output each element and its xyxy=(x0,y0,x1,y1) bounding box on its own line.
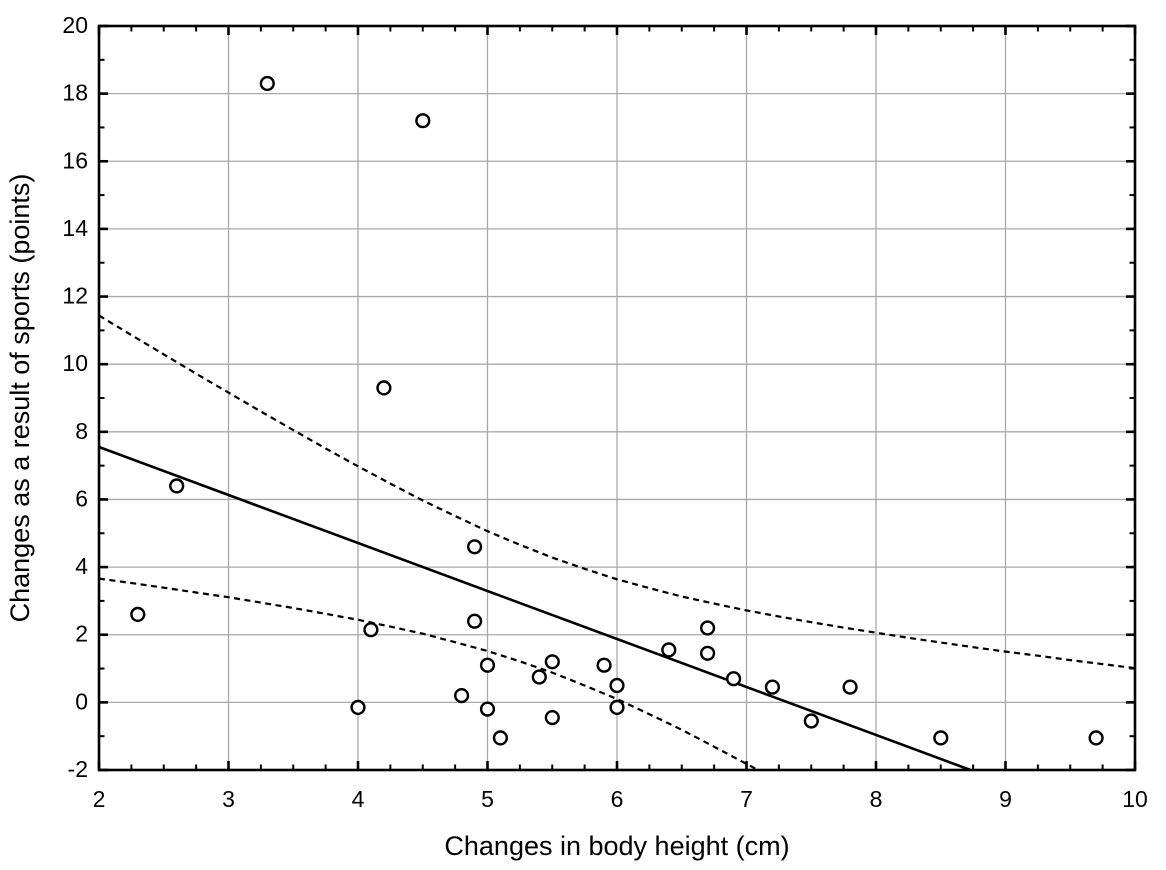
data-point xyxy=(415,113,431,129)
data-point xyxy=(492,730,509,746)
y-tick-label: -2 xyxy=(68,756,88,782)
confidence-band-upper xyxy=(98,314,1136,670)
x-tick-label: 6 xyxy=(611,786,624,812)
data-point xyxy=(933,730,949,746)
x-tick-label: 4 xyxy=(352,786,365,812)
data-point xyxy=(479,701,496,717)
x-tick-label: 2 xyxy=(93,786,106,812)
confidence-band-lower xyxy=(98,577,759,771)
data-point xyxy=(1088,730,1104,746)
x-tick-label: 10 xyxy=(1122,786,1148,812)
data-point xyxy=(169,478,185,494)
data-point xyxy=(699,645,716,661)
data-point xyxy=(842,679,858,695)
y-tick-label: 8 xyxy=(75,418,88,444)
data-point xyxy=(376,380,392,396)
y-tick-label: 20 xyxy=(62,12,88,38)
x-tick-label: 5 xyxy=(481,786,494,812)
confidence-band-layer xyxy=(98,314,1136,771)
y-tick-label: 10 xyxy=(62,350,88,376)
y-tick-label: 2 xyxy=(75,621,88,647)
data-point xyxy=(609,699,625,716)
data-point xyxy=(130,606,146,623)
y-tick-label: 18 xyxy=(62,80,88,106)
tick-label-layer: 2 3 4 5 6 7 8 9 10 -2 0 2 4 6 8 10 12 14 16 18 20 xyxy=(62,12,1147,812)
y-tick-label: 6 xyxy=(75,485,88,511)
data-point xyxy=(661,642,677,658)
data-point xyxy=(725,671,742,687)
x-axis-title: Changes in body height (cm) xyxy=(444,831,789,861)
data-point xyxy=(531,669,547,685)
data-point xyxy=(764,679,781,695)
data-point xyxy=(350,699,366,716)
data-point xyxy=(467,539,483,555)
plot-border xyxy=(97,24,1137,772)
y-axis-title: Changes as a result of sports (points) xyxy=(5,174,35,623)
y-tick-label: 14 xyxy=(62,215,88,241)
data-point xyxy=(363,622,379,638)
regression-line xyxy=(98,445,971,772)
data-point xyxy=(259,75,275,92)
data-point xyxy=(544,654,560,670)
x-tick-label: 9 xyxy=(999,786,1012,812)
y-tick-label: 0 xyxy=(75,688,88,714)
y-tick-label: 12 xyxy=(62,283,88,309)
y-tick-label: 4 xyxy=(75,553,88,579)
data-point xyxy=(596,657,612,673)
data-point xyxy=(544,709,560,726)
data-point xyxy=(609,677,625,694)
data-point xyxy=(479,657,496,673)
x-tick-label: 3 xyxy=(222,786,235,812)
data-point xyxy=(454,687,470,704)
grid-layer xyxy=(99,26,1135,770)
data-point xyxy=(803,713,819,729)
x-tick-label: 8 xyxy=(870,786,883,812)
data-point xyxy=(467,613,483,629)
y-tick-label: 16 xyxy=(62,147,88,173)
data-point-layer xyxy=(130,75,1104,746)
data-point xyxy=(699,620,716,636)
regression-line-layer xyxy=(98,445,971,772)
x-tick-label: 7 xyxy=(740,786,753,812)
